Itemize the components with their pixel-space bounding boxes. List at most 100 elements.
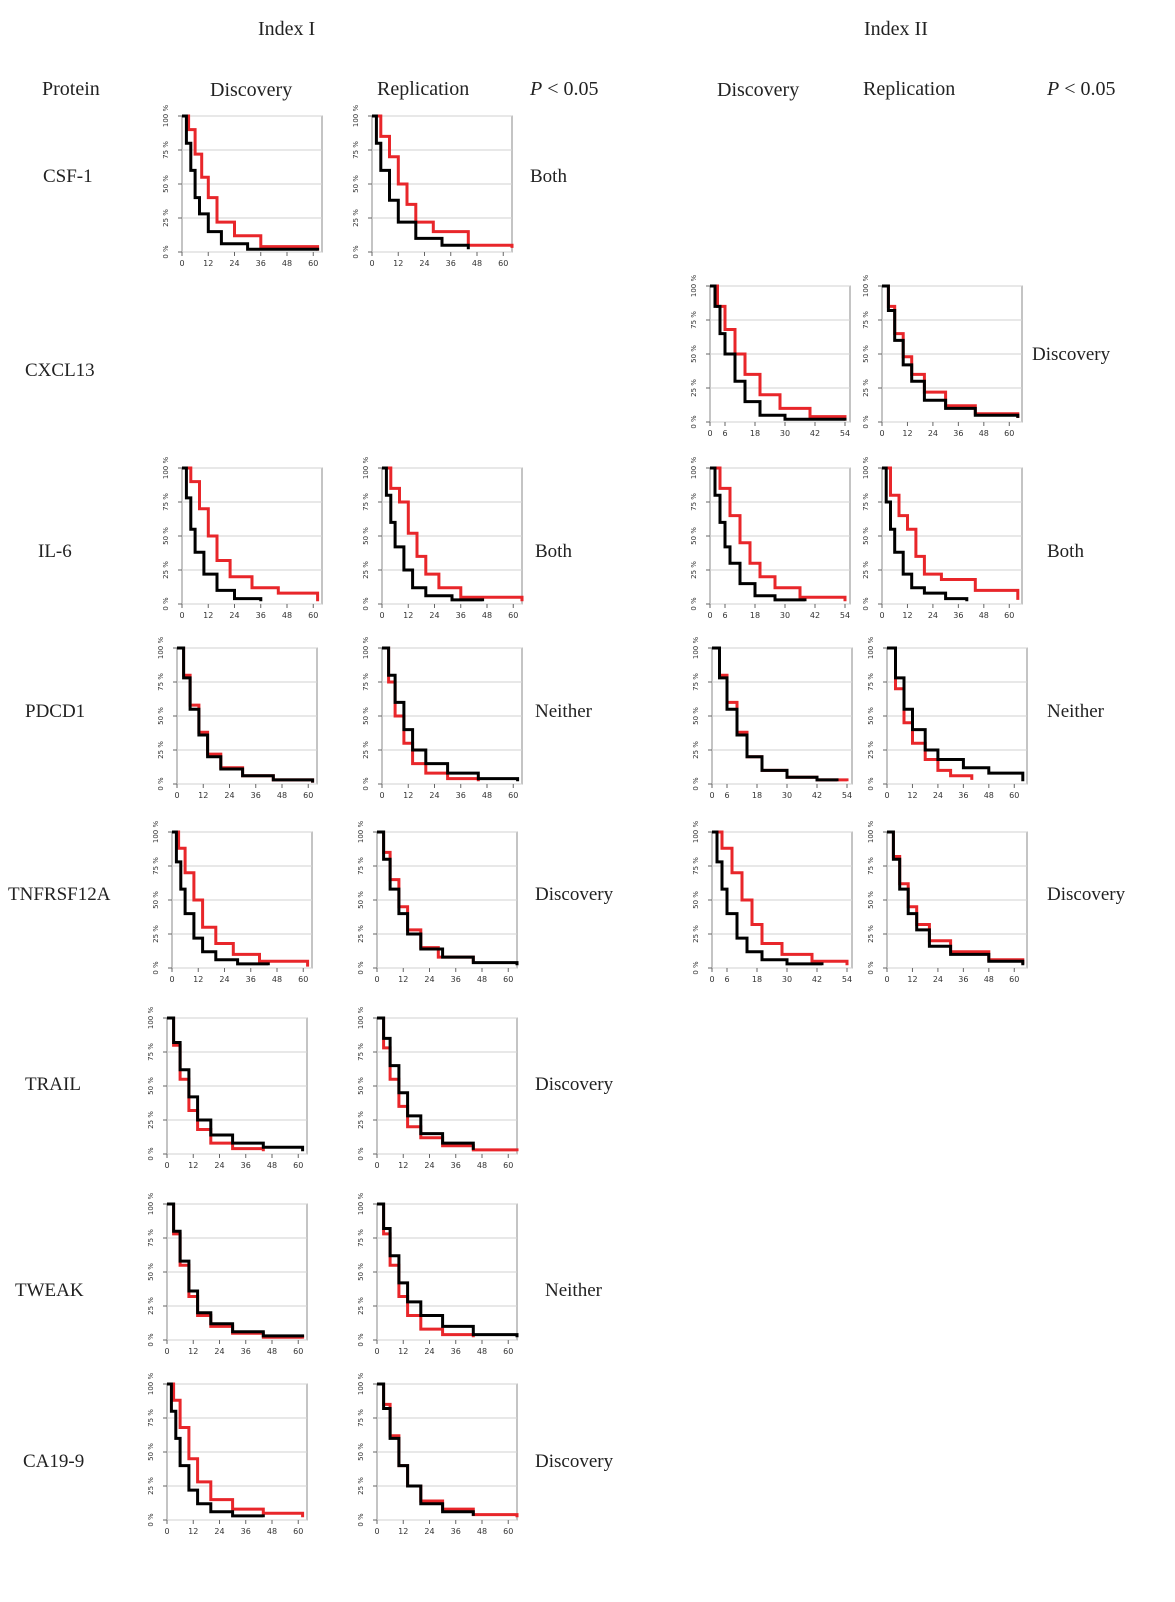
y-tick-label: 25 %	[147, 1111, 155, 1129]
y-tick-label: 75 %	[352, 141, 360, 159]
sig-index1-pdcd1: Neither	[535, 701, 592, 722]
index-i-header: Index I	[258, 18, 316, 40]
y-tick-label: 50 %	[362, 707, 370, 725]
sig-index1-tnfrsf12a: Discovery	[535, 884, 614, 905]
km-plot-tnfrsf12a-index1-replication: 0 % 25 % 50 % 75 % 100 % 0 12 24 36 48 60	[357, 821, 519, 984]
x-tick-label: 12	[393, 259, 403, 268]
y-tick-label: 100 %	[690, 457, 698, 480]
km-plot-ca199-index1-discovery: 0 % 25 % 50 % 75 % 100 % 0 12 24 36 48 60	[147, 1373, 308, 1536]
x-tick-label: 48	[267, 1527, 277, 1536]
p-threshold: < 0.05	[1064, 78, 1116, 100]
x-tick-label: 24	[429, 791, 439, 800]
x-tick-label: 24	[214, 1161, 224, 1170]
x-tick-label: 0	[884, 975, 889, 984]
x-tick-label: 48	[482, 611, 492, 620]
x-tick-label: 12	[902, 429, 912, 438]
x-tick-label: 48	[984, 791, 994, 800]
x-tick-label: 0	[709, 791, 714, 800]
sig-index1-il6: Both	[535, 541, 572, 562]
y-tick-label: 50 %	[862, 345, 870, 363]
km-curve-low-tweak	[377, 1202, 519, 1338]
x-tick-label: 48	[979, 429, 989, 438]
x-tick-label: 54	[840, 611, 850, 620]
x-tick-label: 24	[424, 975, 434, 984]
x-tick-label: 24	[928, 429, 938, 438]
p-threshold: < 0.05	[547, 78, 599, 100]
x-tick-label: 0	[169, 975, 174, 984]
km-curve-low-pdcd1	[382, 646, 520, 782]
sig-index2-cxcl13: Discovery	[1032, 344, 1111, 365]
km-plot-cxcl13-index2-discovery: 0 % 25 % 50 % 75 % 100 % 0 6 18 30 42 54	[690, 275, 851, 438]
x-tick-label: 12	[398, 1347, 408, 1356]
km-curve-low-tnfrsf12a	[377, 830, 519, 966]
x-tick-label: 0	[164, 1527, 169, 1536]
x-tick-label: 42	[812, 791, 822, 800]
p-symbol: P	[530, 78, 543, 100]
y-tick-label: 100 %	[692, 637, 700, 660]
x-tick-label: 30	[780, 429, 790, 438]
y-tick-label: 100 %	[692, 821, 700, 844]
km-plot-il6-index2-replication: 0 % 25 % 50 % 75 % 100 % 0 12 24 36 48 60	[862, 457, 1023, 620]
x-tick-label: 48	[477, 1347, 487, 1356]
x-tick-label: 0	[179, 259, 184, 268]
x-tick-label: 12	[188, 1347, 198, 1356]
index-ii-replication-header: Replication	[863, 78, 956, 100]
y-tick-label: 75 %	[867, 673, 875, 691]
km-curve-high-csf1	[372, 114, 514, 248]
sig-index1-trail: Discovery	[535, 1074, 614, 1095]
x-tick-label: 36	[451, 1347, 461, 1356]
x-tick-label: 24	[214, 1347, 224, 1356]
km-curve-low-ca199	[377, 1382, 475, 1516]
y-tick-label: 25 %	[692, 925, 700, 943]
km-curve-low-pdcd1	[887, 646, 1025, 782]
x-tick-label: 18	[752, 791, 762, 800]
km-curve-low-ca199	[167, 1382, 265, 1518]
sig-index1-tweak: Neither	[545, 1280, 602, 1301]
x-tick-label: 18	[752, 975, 762, 984]
km-plot-tnfrsf12a-index2-discovery: 0 % 25 % 50 % 75 % 100 % 0 6 18 30 42 54	[692, 821, 853, 984]
index-i-p-header: P < 0.05	[530, 78, 599, 101]
y-tick-label: 75 %	[152, 857, 160, 875]
x-tick-label: 36	[251, 791, 261, 800]
y-tick-label: 100 %	[362, 637, 370, 660]
protein-column-header: Protein	[42, 78, 100, 100]
x-tick-label: 48	[984, 975, 994, 984]
y-tick-label: 25 %	[147, 1297, 155, 1315]
x-tick-label: 42	[810, 611, 820, 620]
x-tick-label: 48	[477, 1527, 487, 1536]
km-curve-low-trail	[377, 1016, 475, 1150]
x-tick-label: 0	[174, 791, 179, 800]
protein-label-tweak: TWEAK	[15, 1280, 84, 1301]
x-tick-label: 36	[451, 1161, 461, 1170]
x-tick-label: 54	[840, 429, 850, 438]
y-tick-label: 25 %	[862, 379, 870, 397]
x-tick-label: 60	[293, 1347, 303, 1356]
x-tick-label: 0	[374, 1161, 379, 1170]
y-tick-label: 0 %	[147, 1147, 155, 1161]
x-tick-label: 24	[424, 1527, 434, 1536]
x-tick-label: 36	[958, 975, 968, 984]
y-tick-label: 0 %	[692, 777, 700, 791]
y-tick-label: 0 %	[152, 961, 160, 975]
km-plot-pdcd1-index1-replication: 0 % 25 % 50 % 75 % 100 % 0 12 24 36 48 60	[362, 637, 523, 800]
y-tick-label: 0 %	[867, 777, 875, 791]
y-tick-label: 50 %	[690, 527, 698, 545]
x-tick-label: 0	[709, 975, 714, 984]
x-tick-label: 0	[879, 429, 884, 438]
x-tick-label: 36	[451, 975, 461, 984]
km-curve-low-cxcl13	[710, 284, 847, 421]
x-tick-label: 12	[398, 1161, 408, 1170]
y-tick-label: 100 %	[162, 105, 170, 128]
x-tick-label: 0	[707, 611, 712, 620]
x-tick-label: 60	[503, 975, 513, 984]
x-tick-label: 0	[369, 259, 374, 268]
y-tick-label: 100 %	[357, 1007, 365, 1030]
km-plot-pdcd1-index2-replication: 0 % 25 % 50 % 75 % 100 % 0 12 24 36 48 60	[867, 637, 1028, 800]
x-tick-label: 48	[482, 791, 492, 800]
x-tick-label: 12	[203, 611, 213, 620]
sig-index2-pdcd1: Neither	[1047, 701, 1104, 722]
x-tick-label: 60	[1009, 975, 1019, 984]
km-curve-low-tnfrsf12a	[712, 830, 824, 966]
index-i-discovery-header: Discovery	[210, 79, 293, 101]
km-plot-csf1-index1-replication: 0 % 25 % 50 % 75 % 100 % 0 12 24 36 48 60	[352, 105, 514, 268]
